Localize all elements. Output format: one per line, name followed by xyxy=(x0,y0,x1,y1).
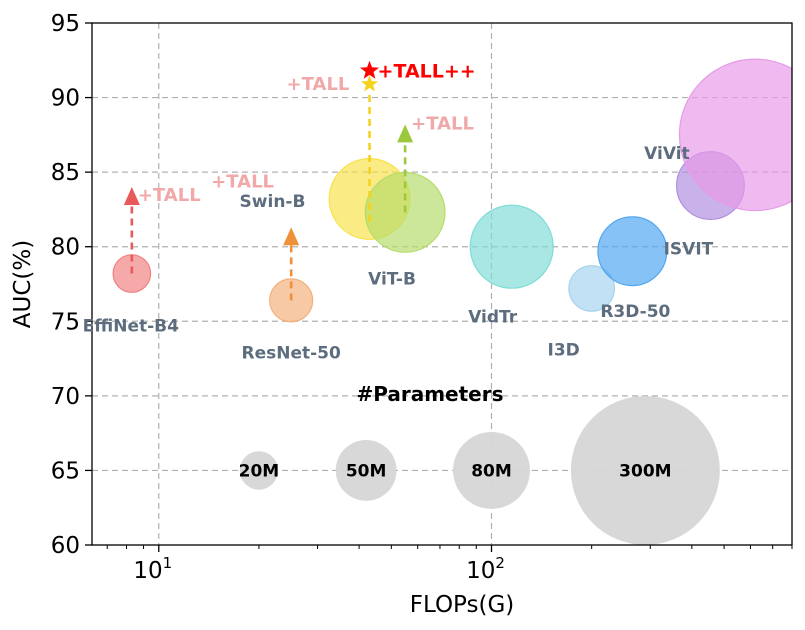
model-label-vidtr: VidTr xyxy=(468,308,518,328)
y-tick-label: 60 xyxy=(51,533,80,559)
axes-frame xyxy=(91,22,793,546)
tall-label-3: +TALL xyxy=(411,113,474,134)
tall-label-1: +TALL xyxy=(211,171,274,192)
params-legend-bubble-300m xyxy=(570,395,720,545)
model-label-vit-b: ViT-B xyxy=(368,269,416,289)
tall-label-2: +TALL xyxy=(287,74,350,95)
params-legend-bubble-80m xyxy=(453,431,530,509)
model-label-i3d: I3D xyxy=(548,340,580,360)
tall-star-2 xyxy=(361,75,379,92)
y-ticks: 60 65 70 75 80 85 90 95 xyxy=(51,11,92,559)
model-label-swin-b: Swin-B xyxy=(240,192,306,212)
params-legend-label-300m: 300M xyxy=(619,461,671,481)
model-label-isvit: ISVIT xyxy=(664,240,714,260)
model-label-r3d-50: R3D-50 xyxy=(600,302,670,322)
x-axis-label: FLOPs(G) xyxy=(410,592,515,618)
y-tick-label: 95 xyxy=(51,11,80,37)
y-tick-label: 70 xyxy=(51,384,80,410)
tall-arrowhead-1 xyxy=(283,227,300,246)
params-legend-label-20m: 20M xyxy=(239,461,280,481)
bubble-vidtr xyxy=(469,204,554,289)
params-legend-bubble-20m xyxy=(239,451,279,490)
tall-arrowhead-0 xyxy=(123,187,140,206)
x-ticks: 101 102 xyxy=(106,545,793,584)
tall-arrowhead-3 xyxy=(397,124,414,143)
x-tick-label: 102 xyxy=(466,554,505,584)
y-tick-label: 90 xyxy=(51,86,80,112)
tall-label-0: +TALL xyxy=(138,185,201,206)
params-legend-bubble-50m xyxy=(335,440,397,501)
bubble-i3d xyxy=(568,265,616,312)
tall-arrow-0 xyxy=(123,187,140,274)
model-label-vivit: ViVit xyxy=(644,144,690,164)
params-legend-title: #Parameters xyxy=(356,382,503,406)
y-tick-label: 80 xyxy=(51,235,80,261)
tall-plus-plus-label: +TALL++ xyxy=(378,61,476,83)
plot-area xyxy=(112,58,792,545)
y-tick-label: 85 xyxy=(51,160,80,186)
params-legend-label-50m: 50M xyxy=(346,461,387,481)
bubble-r3d-50 xyxy=(597,216,668,287)
tall-arrow-1 xyxy=(283,227,300,301)
y-axis-label: AUC(%) xyxy=(10,240,36,328)
y-tick-label: 75 xyxy=(51,309,80,335)
model-label-effinet-b4: EffiNet-B4 xyxy=(83,317,179,337)
x-tick-label: 101 xyxy=(133,554,172,584)
model-label-resnet-50: ResNet-50 xyxy=(242,343,342,363)
bubble-vivit xyxy=(678,58,792,212)
tall-arrow-3 xyxy=(397,124,414,213)
y-tick-label: 65 xyxy=(51,458,80,484)
tall-arrow-2 xyxy=(361,75,379,222)
tall-plus-plus-star xyxy=(360,60,380,79)
params-legend-label-80m: 80M xyxy=(471,461,512,481)
